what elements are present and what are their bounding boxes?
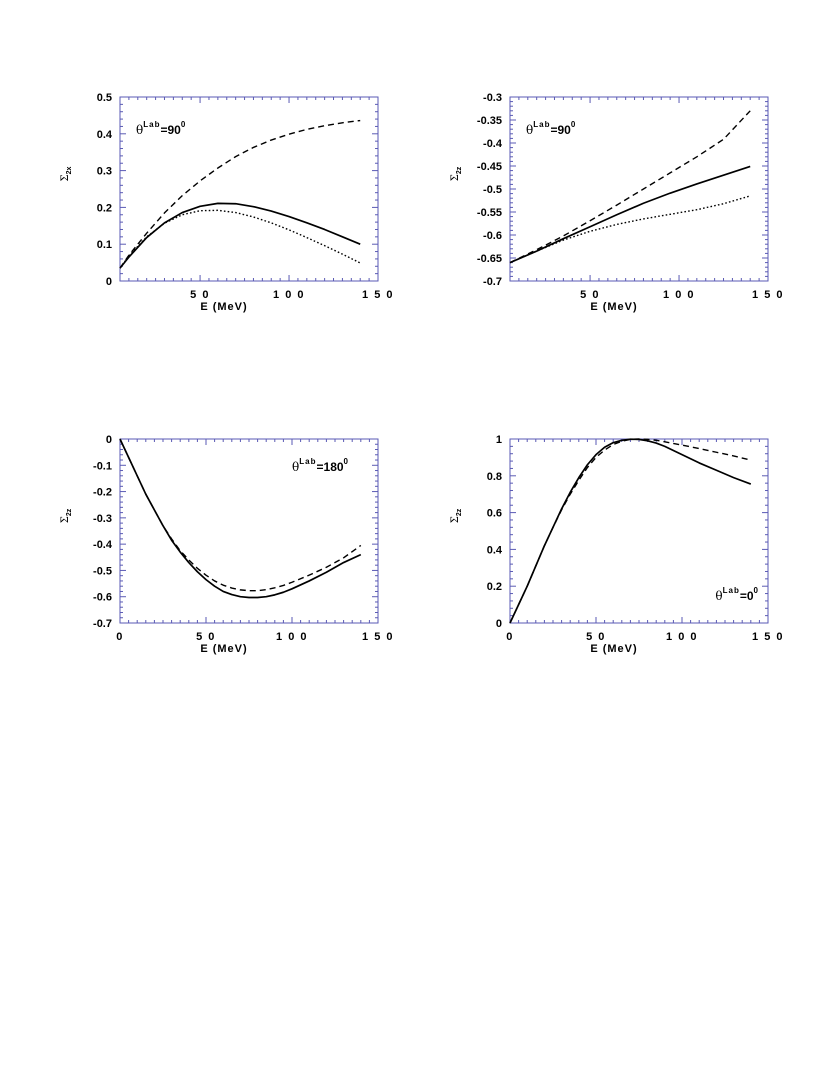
y-tick-label: 0.2 <box>97 202 112 214</box>
y-tick-label: 0 <box>106 276 112 288</box>
y-tick-label: -0.65 <box>477 253 502 265</box>
x-tick-label: 0 <box>116 631 124 643</box>
x-axis-label: E (MeV) <box>590 301 637 313</box>
x-tick-label: 1 5 0 <box>362 631 394 643</box>
angle-annotation: θLab=1800 <box>292 457 349 474</box>
x-tick-label: 1 0 0 <box>273 289 305 301</box>
y-tick-label: 0.1 <box>97 239 112 251</box>
x-tick-label: 1 0 0 <box>663 289 695 301</box>
x-axis-label: E (MeV) <box>590 643 637 655</box>
y-tick-label: -0.5 <box>483 184 502 196</box>
x-tick-label: 5 0 <box>580 289 600 301</box>
y-tick-label: 0.5 <box>97 92 112 104</box>
y-tick-label: -0.35 <box>477 115 502 127</box>
y-tick-label: 0.4 <box>97 129 113 141</box>
series-line-solid <box>119 202 361 269</box>
y-tick-label: -0.45 <box>477 161 502 173</box>
x-tick-label: 0 <box>506 631 514 643</box>
angle-annotation: θLab=900 <box>526 120 576 137</box>
y-tick-label: 0.4 <box>487 544 503 556</box>
y-tick-label: 0.2 <box>487 581 502 593</box>
x-tick-label: 5 0 <box>190 289 210 301</box>
y-tick-label: -0.55 <box>477 207 502 219</box>
angle-annotation: θLab=00 <box>715 586 758 603</box>
y-tick-label: -0.5 <box>93 565 112 577</box>
x-tick-label: 5 0 <box>586 631 606 643</box>
chart-panel-sigma2z-180: 0 5 0 1 0 0 1 5 0 -0.7 -0.6 -0.5 -0.4 -0.3 -0.2 -0… <box>60 434 394 655</box>
series-line-dashed <box>509 438 751 624</box>
chart-panel-sigma2z-0: 0 5 0 1 0 0 1 5 0 0 0.2 0.4 0.6 0.8 1 E (MeV) Σ2z θL… <box>450 434 784 655</box>
y-tick-label: 0.6 <box>487 508 502 520</box>
y-axis-label: Σ2z <box>450 508 463 523</box>
angle-annotation: θLab=900 <box>136 120 186 137</box>
y-tick-label: -0.3 <box>93 513 112 525</box>
y-tick-label: 1 <box>496 434 502 446</box>
x-tick-label: 1 0 0 <box>276 631 308 643</box>
y-tick-label: -0.7 <box>483 276 502 288</box>
y-tick-label: -0.7 <box>93 618 112 630</box>
y-axis-label: Σ2z <box>450 166 463 181</box>
series-line-dashed <box>509 110 751 264</box>
y-tick-label: -0.4 <box>93 539 113 551</box>
y-tick-label: 0 <box>106 434 112 446</box>
y-tick-label: -0.6 <box>483 230 502 242</box>
y-tick-label: -0.6 <box>93 592 112 604</box>
y-axis-label: Σ2z <box>60 508 73 523</box>
series-line-solid <box>509 165 751 264</box>
y-tick-label: -0.2 <box>93 487 112 499</box>
y-tick-label: 0.8 <box>487 471 502 483</box>
x-axis-label: E (MeV) <box>200 643 247 655</box>
x-tick-label: 5 0 <box>196 631 216 643</box>
y-tick-label: -0.4 <box>483 138 503 150</box>
plot-frame <box>119 96 379 282</box>
chart-panel-sigma2x-90: 5 0 1 0 0 1 5 0 0 0.1 0.2 0.3 0.4 0.5 E (MeV) Σ2x θ… <box>60 92 394 313</box>
x-tick-label: 1 5 0 <box>752 631 784 643</box>
x-tick-label: 1 5 0 <box>362 289 394 301</box>
series-line-dashed <box>119 438 362 592</box>
chart-panel-sigma2z-90: 5 0 1 0 0 1 5 0 -0.7 -0.65 -0.6 -0.55 -0.5 -0.45… <box>450 92 784 313</box>
y-axis-label: Σ2x <box>60 166 73 181</box>
y-tick-label: 0.3 <box>97 166 112 178</box>
x-axis-label: E (MeV) <box>200 301 247 313</box>
y-tick-label: -0.3 <box>483 92 502 104</box>
x-tick-label: 1 5 0 <box>752 289 784 301</box>
series-line-dashed <box>119 119 361 269</box>
y-tick-label: 0 <box>496 618 502 630</box>
x-tick-label: 1 0 0 <box>666 631 698 643</box>
series-line-dotted <box>509 195 751 264</box>
series-line-solid <box>119 438 362 599</box>
y-tick-label: -0.1 <box>93 460 112 472</box>
plot-frame <box>509 438 769 624</box>
series-line-dotted <box>119 209 361 269</box>
